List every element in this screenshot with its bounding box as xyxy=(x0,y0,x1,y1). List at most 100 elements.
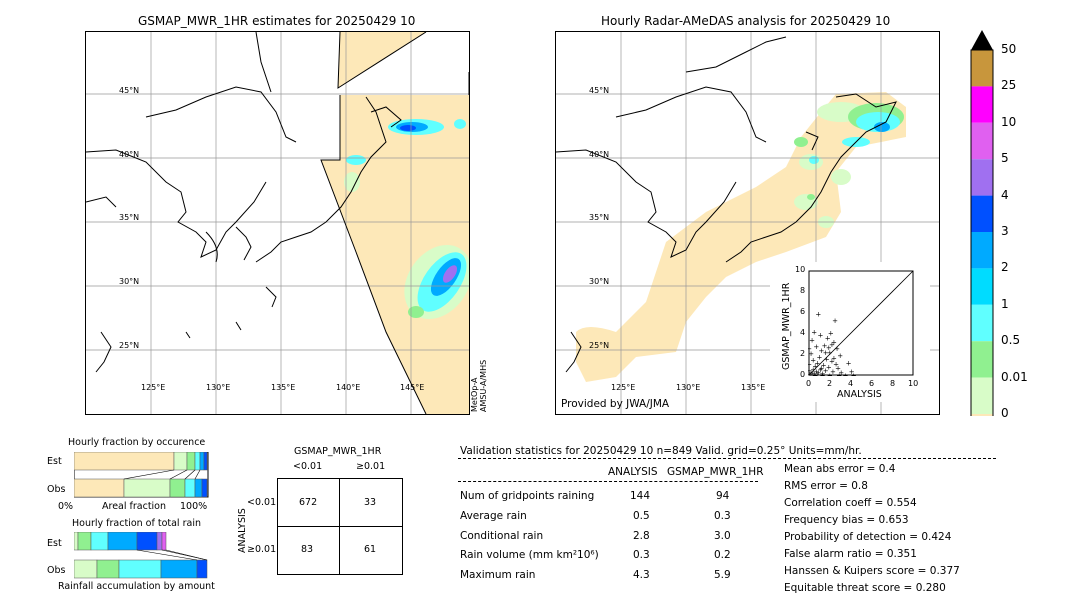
sensor-note-line: AMSU-A/MHS xyxy=(479,359,488,412)
scatter-point: + xyxy=(811,328,817,336)
occurrence-row-est: Est xyxy=(47,456,62,467)
right-lon-label: 130°E xyxy=(676,383,701,392)
total-rain-footer: Rainfall accumulation by amount xyxy=(58,581,215,592)
colorbar-tick-label: 4 xyxy=(1001,187,1009,202)
stat-gsmap: 0.2 xyxy=(714,549,731,561)
scatter-y-tick: 2 xyxy=(800,349,806,358)
right-lat-label: 35°N xyxy=(589,213,610,222)
scatter-diagonal xyxy=(808,270,914,376)
colorbar-tick-label: 1 xyxy=(1001,296,1009,311)
scatter-point: + xyxy=(813,368,819,376)
swath-region xyxy=(321,95,469,414)
score-line: Mean abs error = 0.4 xyxy=(784,463,896,475)
left-lon-label: 135°E xyxy=(271,383,296,392)
contingency-row-header: <0.01 xyxy=(247,497,277,508)
contingency-cell-a: 672 xyxy=(299,497,318,508)
right-lat-label: 30°N xyxy=(589,277,610,286)
colorbar-tick-label: 5 xyxy=(1001,151,1009,166)
contingency-grid xyxy=(277,478,403,575)
contingency-col-header: ≥0.01 xyxy=(356,461,386,472)
total-rain-row-est: Est xyxy=(47,538,62,549)
stat-analysis: 0.3 xyxy=(633,549,650,561)
scatter-point: + xyxy=(819,365,825,373)
right-lon-label: 125°E xyxy=(611,383,636,392)
scatter-x-tick: 4 xyxy=(848,379,854,388)
colorbar-tick-label: 0.01 xyxy=(1001,369,1028,384)
scatter-point: + xyxy=(822,342,828,350)
scatter-point: + xyxy=(815,311,821,319)
occurrence-axis-mid: Areal fraction xyxy=(102,501,167,512)
scatter-point: + xyxy=(809,337,815,345)
scatter-point: + xyxy=(831,354,837,362)
left-map-title: GSMAP_MWR_1HR estimates for 20250429 10 xyxy=(138,14,416,28)
colorbar-segment xyxy=(971,414,993,416)
validation-header: Validation statistics for 20250429 10 n=… xyxy=(460,445,862,457)
scatter-point: + xyxy=(820,370,826,376)
scatter-point: + xyxy=(808,350,814,358)
scatter-point: + xyxy=(838,369,844,376)
scatter-point: + xyxy=(824,355,830,363)
scatter-point: + xyxy=(808,361,812,369)
scatter-y-tick: 4 xyxy=(800,328,806,337)
validation-divider xyxy=(458,458,996,459)
occurrence-title: Hourly fraction by occurence xyxy=(68,437,206,448)
score-line: Hanssen & Kuipers score = 0.377 xyxy=(784,565,960,577)
stat-analysis: 144 xyxy=(630,490,651,502)
stat-gsmap: 5.9 xyxy=(714,569,731,581)
scatter-point: + xyxy=(819,347,825,355)
scatter-point: + xyxy=(812,363,818,371)
left-lon-label: 130°E xyxy=(206,383,231,392)
right-map-title: Hourly Radar-AMeDAS analysis for 2025042… xyxy=(601,14,891,28)
contingency-cell-d: 61 xyxy=(364,544,377,555)
scatter-x-tick: 0 xyxy=(806,379,812,388)
contingency-row-header: ≥0.01 xyxy=(247,544,277,555)
occurrence-chart xyxy=(74,452,209,498)
scatter-point: + xyxy=(834,345,840,353)
scatter-plot: ++++++++++++++++++++++++++++++++++++++ + +… xyxy=(808,270,914,376)
occurrence-bar-obs xyxy=(74,478,208,498)
colorbar-frame xyxy=(970,49,994,416)
contingency-title: GSMAP_MWR_1HR xyxy=(294,446,382,457)
scatter-point: + xyxy=(846,360,852,368)
scatter-point: + xyxy=(826,344,832,352)
stat-gsmap: 3.0 xyxy=(714,530,731,542)
scatter-point: + xyxy=(829,357,835,365)
coastlines xyxy=(86,86,402,373)
scatter-x-tick: 6 xyxy=(869,379,875,388)
scatter-x-tick: 8 xyxy=(890,379,896,388)
scatter-point: + xyxy=(849,368,855,376)
scatter-point: + xyxy=(808,345,812,353)
colorbar-extend-arrow xyxy=(971,30,993,50)
validation-subdivider xyxy=(458,481,758,482)
score-line: False alarm ratio = 0.351 xyxy=(784,548,917,560)
stat-analysis: 4.3 xyxy=(633,569,650,581)
right-lon-label: 135°E xyxy=(741,383,766,392)
scatter-point: + xyxy=(809,371,815,376)
scatter-point: + xyxy=(823,349,829,357)
occurrence-bar-est xyxy=(74,452,208,471)
colorbar-segment xyxy=(971,86,993,123)
contingency-col-header: <0.01 xyxy=(293,461,323,472)
coverage-region xyxy=(576,92,906,382)
right-lat-label: 40°N xyxy=(589,150,610,159)
left-lon-label: 145°E xyxy=(400,383,425,392)
stat-gsmap: 94 xyxy=(716,490,730,502)
occurrence-axis-right: 100% xyxy=(180,501,208,512)
right-map-canvas xyxy=(556,32,939,414)
scatter-point: + xyxy=(810,356,816,364)
sensor-note-line: MetOp-A xyxy=(470,377,479,412)
left-lat-label: 45°N xyxy=(119,86,140,95)
colorbar-segment xyxy=(971,341,993,378)
colorbar-tick-label: 0 xyxy=(1001,406,1009,420)
scatter-point: + xyxy=(810,366,816,374)
colorbar-segment xyxy=(971,377,993,414)
scatter-point: + xyxy=(826,364,832,372)
occurrence-axis-left: 0% xyxy=(58,501,74,512)
scatter-xlabel: ANALYSIS xyxy=(837,389,882,400)
contingency-cell-c: 83 xyxy=(301,544,314,555)
scatter-point: + xyxy=(833,361,839,369)
scatter-point: + xyxy=(814,371,820,376)
colorbar-tick-label: 0.5 xyxy=(1001,333,1021,348)
scatter-point: + xyxy=(827,372,833,376)
left-lon-label: 140°E xyxy=(336,383,361,392)
